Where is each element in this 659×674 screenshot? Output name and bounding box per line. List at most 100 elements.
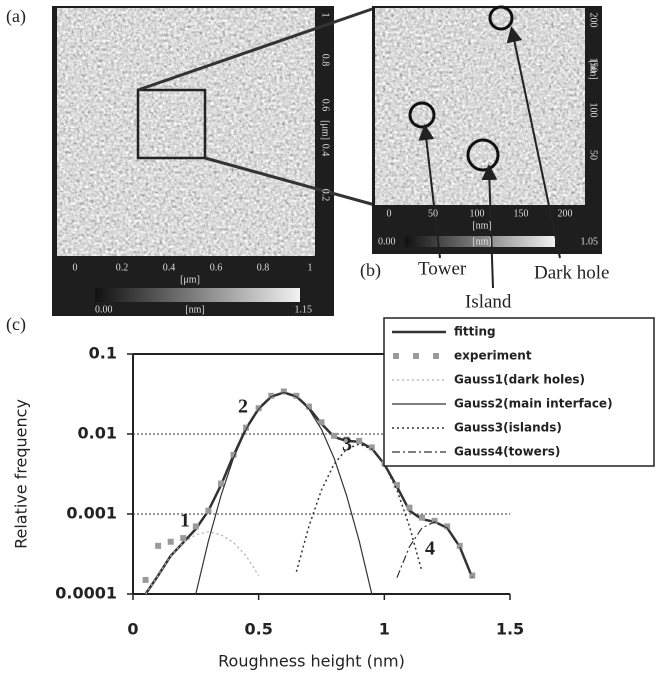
x-tick-label: 1 <box>379 620 390 639</box>
x-tick-label: 0 <box>127 620 138 639</box>
peak-label: 2 <box>238 396 248 418</box>
x-tick-label: 0.5 <box>244 620 272 639</box>
image-y-tick: 200 <box>588 13 599 28</box>
image-x-tick: 0.8 <box>257 262 270 273</box>
image-y-tick: 0.8 <box>320 54 331 67</box>
peak-label: 3 <box>342 434 352 456</box>
data-point <box>393 482 400 489</box>
data-point <box>293 392 300 399</box>
y-tick-label: 0.01 <box>78 424 117 443</box>
panel-label: (c) <box>6 314 26 335</box>
x-tick-label: 1.5 <box>496 620 524 639</box>
data-point <box>205 507 212 514</box>
image-x-tick: 0 <box>387 208 392 219</box>
data-point <box>318 419 325 426</box>
legend-label: Gauss3(islands) <box>454 421 562 435</box>
legend-marker <box>413 353 419 359</box>
annotation: Tower <box>418 258 467 279</box>
afm-image <box>375 8 585 205</box>
color-bar-label: [nm] <box>185 304 204 315</box>
data-point <box>243 424 250 431</box>
color-bar <box>95 288 300 302</box>
data-point <box>217 480 224 487</box>
data-point <box>142 576 149 583</box>
image-unit: [μm] <box>320 120 331 140</box>
data-point <box>469 572 476 579</box>
image-x-tick: 0.2 <box>116 262 129 273</box>
image-y-tick: 0.2 <box>320 189 331 202</box>
image-x-tick: 0 <box>73 262 78 273</box>
legend-marker <box>393 353 399 359</box>
color-bar-label: 1.05 <box>581 236 599 247</box>
arrow <box>506 26 561 259</box>
image-unit: [μm] <box>180 274 200 285</box>
color-bar-label: 0.00 <box>378 236 396 247</box>
data-point <box>155 542 162 549</box>
data-point <box>280 388 287 395</box>
color-bar-label: 1.15 <box>295 304 313 315</box>
zoom-box <box>136 88 207 160</box>
zoom-line <box>204 156 376 207</box>
data-point <box>305 403 312 410</box>
series-line <box>396 521 473 578</box>
legend-label: Gauss2(main interface) <box>454 397 613 411</box>
annotation: Dark hole <box>534 262 609 283</box>
data-point <box>431 517 438 524</box>
color-bar-label: 0.00 <box>95 304 113 315</box>
data-point <box>230 451 237 458</box>
image-x-tick: 0.6 <box>210 262 223 273</box>
data-point <box>456 542 463 549</box>
y-tick-label: 0.0001 <box>55 584 117 603</box>
x-axis-label: Roughness height (nm) <box>218 652 405 671</box>
image-unit: [nm] <box>472 220 491 231</box>
image-x-tick: 0.4 <box>163 262 176 273</box>
y-tick-label: 0.1 <box>89 344 117 363</box>
legend-label: fitting <box>454 325 496 339</box>
color-bar-label: [nm] <box>472 236 491 247</box>
image-y-tick: 150 <box>588 58 599 73</box>
peak-label: 4 <box>425 538 435 560</box>
data-point <box>192 523 199 530</box>
data-point <box>419 514 426 521</box>
legend-label: experiment <box>454 349 532 363</box>
y-tick-label: 0.001 <box>66 504 117 523</box>
zoom-line <box>137 6 376 92</box>
image-y-tick: 0.4 <box>320 144 331 157</box>
peak-label: 1 <box>180 510 190 532</box>
legend-box <box>383 317 655 467</box>
image-x-tick: 150 <box>514 208 529 219</box>
marker-circle <box>488 5 514 31</box>
image-x-tick: 200 <box>558 208 573 219</box>
image-y-tick: 100 <box>588 103 599 118</box>
data-point <box>356 437 363 444</box>
panel-label: (b) <box>360 260 381 281</box>
annotation: Island <box>465 291 512 312</box>
data-point <box>368 444 375 451</box>
data-point <box>180 535 187 542</box>
image-x-tick: 1 <box>308 262 313 273</box>
data-point <box>444 523 451 530</box>
image-unit: [nm] <box>588 60 599 79</box>
data-point <box>406 504 413 511</box>
legend-marker <box>433 353 439 359</box>
data-point <box>255 405 262 412</box>
afm-image <box>57 8 315 256</box>
data-point <box>331 432 338 439</box>
legend-label: Gauss1(dark holes) <box>454 373 585 387</box>
data-point <box>268 392 275 399</box>
color-bar <box>405 236 555 247</box>
data-point <box>343 436 350 443</box>
image-x-tick: 50 <box>428 208 438 219</box>
image-x-tick: 100 <box>470 208 485 219</box>
series-line <box>145 531 260 595</box>
data-point <box>167 538 174 545</box>
legend-label: Gauss4(towers) <box>454 445 560 459</box>
panel-label: (a) <box>6 6 26 27</box>
image-y-tick: 50 <box>588 150 599 160</box>
y-axis-label: Relative frequency <box>12 399 31 549</box>
chart: 0.0001 0.001 0.01 0.1 0 0.5 1 1.5 Roughness heig… <box>12 317 655 671</box>
arrow <box>481 164 498 289</box>
arrow <box>418 124 441 259</box>
image-y-tick: 1 <box>320 13 331 18</box>
